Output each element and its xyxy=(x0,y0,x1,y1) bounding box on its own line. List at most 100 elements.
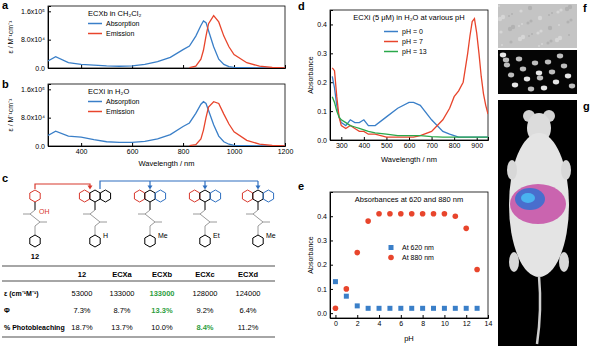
texture xyxy=(548,26,552,30)
arrow xyxy=(149,181,150,186)
legend-label: pH = 0 xyxy=(402,28,423,36)
y-axis: 0.0 0.1 0.2 0.3 0.4 xyxy=(317,11,333,144)
tick: 12 xyxy=(463,315,471,327)
tick-label: 12 xyxy=(463,320,471,327)
legend: AbsorptionEmission xyxy=(88,20,140,37)
chain xyxy=(253,210,263,235)
chart-title: Absorbances at 620 and 880 nm xyxy=(355,195,463,204)
plot-frame xyxy=(330,192,488,318)
tick-label: 8.0x10⁴ xyxy=(21,114,45,121)
tick: 700 xyxy=(426,137,438,149)
plot-area xyxy=(48,16,285,68)
chain-branch xyxy=(138,214,145,215)
row-header: ε (cm⁻¹M⁻¹) xyxy=(4,290,39,298)
chart-title: ECXb in CH₂Cl₂ xyxy=(88,9,141,18)
texture xyxy=(556,10,559,13)
tick: 14 xyxy=(485,315,493,327)
tick-label: 0.1 xyxy=(317,286,327,293)
tick-mark xyxy=(330,240,333,241)
plot-area xyxy=(48,102,285,146)
tick-mark xyxy=(183,143,184,146)
chain-branch xyxy=(155,222,162,223)
bond xyxy=(95,202,96,210)
texture xyxy=(536,31,539,34)
cell xyxy=(532,61,538,66)
legend-swatch xyxy=(88,111,102,113)
ring xyxy=(253,235,263,247)
chart: 400600800100012000.08.0x10⁴1.6x10⁵ECXi i… xyxy=(7,84,293,168)
point xyxy=(365,218,371,224)
tick-label: 0.4 xyxy=(317,21,327,28)
texture xyxy=(558,24,560,26)
y-axis: 0.00.10.20.30.4 xyxy=(317,193,333,319)
point xyxy=(453,306,458,311)
ring xyxy=(189,190,199,202)
x-axis: 02468101214 xyxy=(331,315,493,327)
chart: 0.08.0x10⁴1.6x10⁵ECXb in CH₂Cl₂Absorptio… xyxy=(7,6,286,72)
chain-branch xyxy=(246,214,253,215)
texture xyxy=(521,35,525,39)
tick-label: 8.0x10⁴ xyxy=(21,36,45,43)
legend: At 620 nmAt 880 nm xyxy=(388,244,434,261)
tick-mark xyxy=(330,140,333,141)
ring xyxy=(100,190,110,202)
texture xyxy=(541,43,543,45)
tick-mark xyxy=(48,146,51,147)
tick-mark xyxy=(48,118,51,119)
tick-label: 10 xyxy=(441,320,449,327)
ring xyxy=(200,235,210,247)
tick: 0.2 xyxy=(317,79,333,86)
table-cell: 8.4% xyxy=(196,323,213,332)
x-axis: 40060080010001200 xyxy=(49,143,294,155)
tick-label: 0.3 xyxy=(317,237,327,244)
texture xyxy=(549,39,552,42)
signal-core xyxy=(521,193,535,203)
table-cell: 13.7% xyxy=(111,323,133,332)
tick-mark xyxy=(432,137,433,140)
y-axis-title: Absorbance xyxy=(307,56,314,93)
texture xyxy=(501,15,505,19)
tail xyxy=(537,276,540,344)
texture xyxy=(546,41,549,44)
tick: 0.1 xyxy=(317,108,333,115)
table-rule xyxy=(2,266,275,267)
tick-label: 0.4 xyxy=(317,213,327,220)
point xyxy=(387,211,393,217)
ring xyxy=(30,190,40,202)
panel-label: d xyxy=(298,0,305,12)
table-cell: 133000 xyxy=(109,289,134,298)
legend-label: Emission xyxy=(106,108,135,115)
texture xyxy=(499,30,502,33)
chain-branch xyxy=(263,222,270,223)
legend-swatch xyxy=(88,33,102,35)
tick-label: 900 xyxy=(471,142,483,149)
tick-mark xyxy=(335,315,336,318)
table-rule xyxy=(2,337,275,338)
point xyxy=(463,226,469,232)
structure: Me xyxy=(242,190,275,247)
tick: 900 xyxy=(471,137,483,149)
ring xyxy=(155,190,165,202)
ring xyxy=(30,235,40,247)
cell xyxy=(528,87,534,92)
texture xyxy=(529,19,532,22)
plot-frame xyxy=(330,10,488,140)
chain-branch xyxy=(83,214,90,215)
tick-label: 0.3 xyxy=(317,50,327,57)
legend-swatch xyxy=(88,23,102,25)
substituent: Me xyxy=(266,232,276,239)
arrows xyxy=(35,181,261,190)
tick: 0.0 xyxy=(317,137,333,144)
tick-label: 0.0 xyxy=(35,65,45,72)
tick-label: 1.6x10⁵ xyxy=(21,86,45,93)
arrow xyxy=(35,184,90,189)
tick-mark xyxy=(330,313,333,314)
background xyxy=(498,100,577,346)
cell xyxy=(536,71,542,76)
x-axis: 300400500600700800900 xyxy=(331,137,489,149)
ring xyxy=(200,190,210,202)
cell xyxy=(508,73,514,78)
tick-mark xyxy=(341,137,342,140)
y-axis-title: ε / M⁻¹cm⁻¹ xyxy=(7,20,14,53)
leg xyxy=(559,252,569,272)
